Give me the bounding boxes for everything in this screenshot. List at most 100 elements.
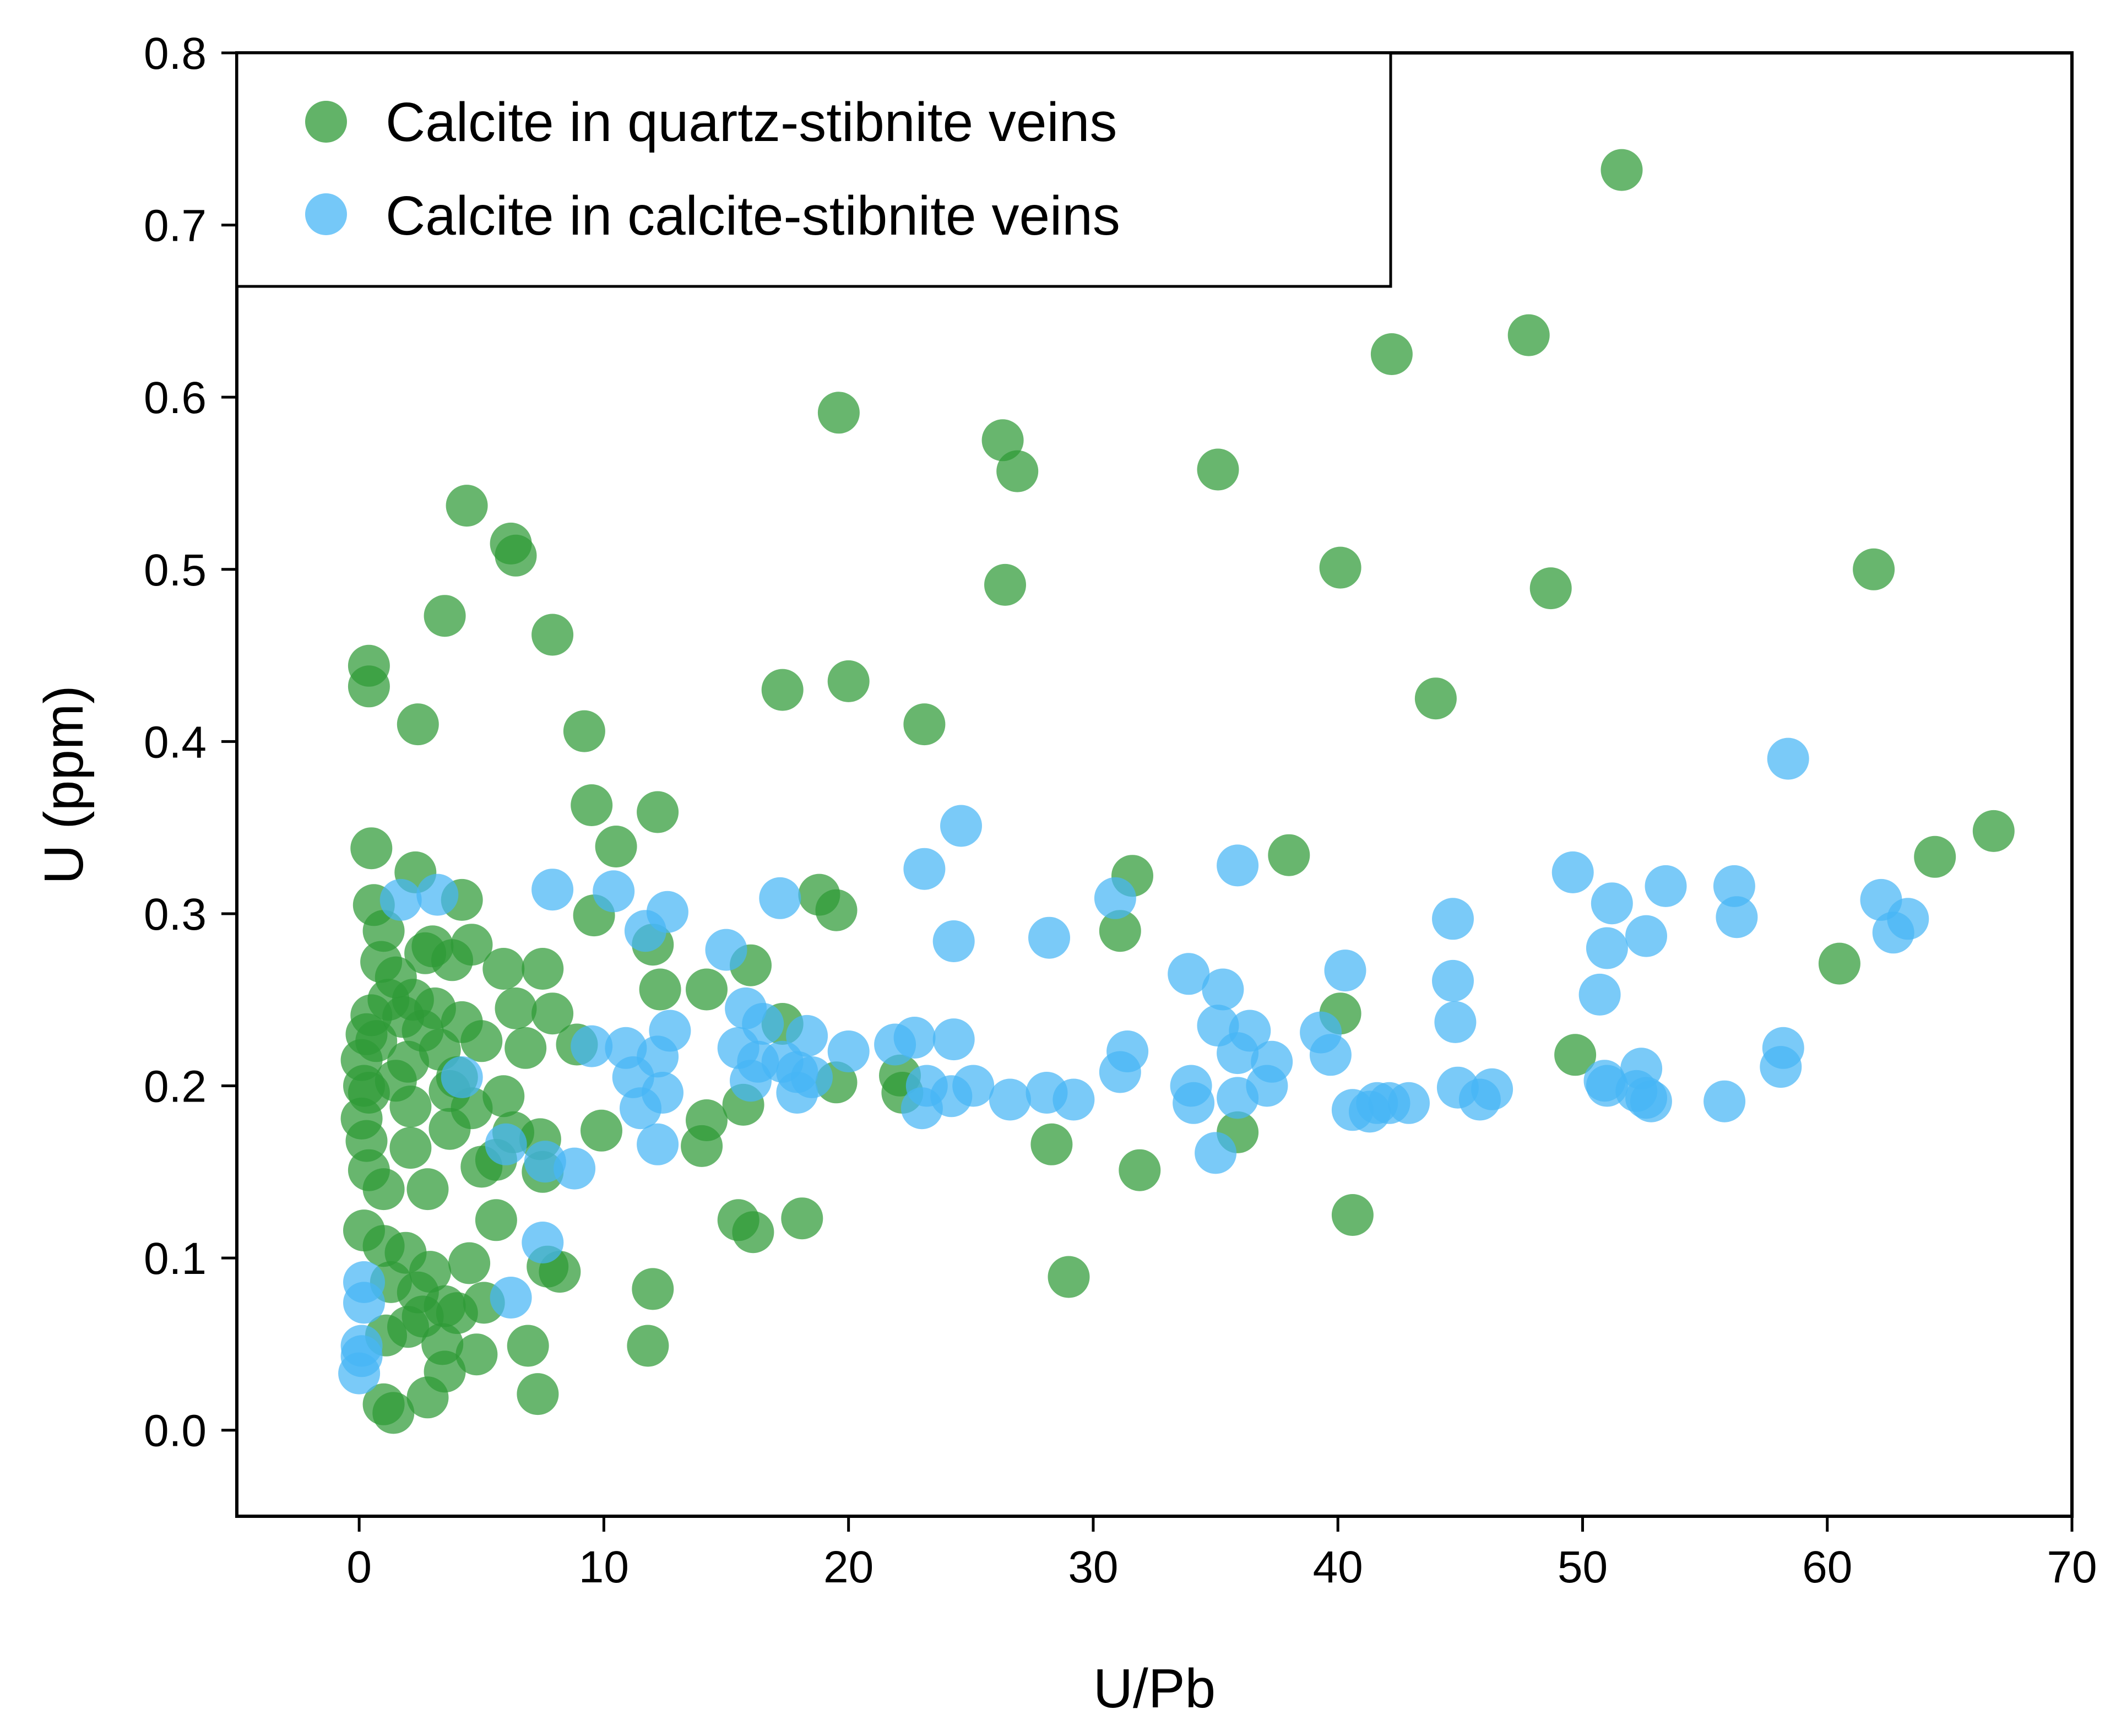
data-point xyxy=(1914,836,1956,878)
data-point xyxy=(1601,149,1643,191)
data-point xyxy=(522,948,564,990)
y-tick-label: 0.2 xyxy=(144,1062,207,1112)
data-point xyxy=(1713,865,1755,907)
data-point xyxy=(485,1123,527,1165)
data-point xyxy=(1030,1123,1073,1165)
data-point xyxy=(571,1025,613,1067)
data-point xyxy=(1052,1078,1095,1121)
data-point xyxy=(1094,877,1136,919)
data-point xyxy=(441,1056,483,1098)
data-point xyxy=(732,1211,774,1254)
data-point xyxy=(350,827,393,870)
data-point xyxy=(446,485,488,527)
data-point xyxy=(730,1060,772,1102)
data-point xyxy=(1760,1046,1802,1088)
data-point xyxy=(1099,910,1141,952)
data-point xyxy=(620,1087,661,1130)
data-point xyxy=(1268,834,1310,876)
data-point xyxy=(759,877,801,919)
legend-marker-calcite-stibnite xyxy=(305,193,347,235)
data-point xyxy=(1972,810,2015,852)
data-point xyxy=(1578,973,1621,1016)
data-point xyxy=(1818,942,1860,985)
data-point xyxy=(436,1292,478,1334)
data-point xyxy=(1331,1194,1374,1236)
data-point xyxy=(1195,1132,1237,1174)
data-point xyxy=(1716,896,1758,938)
data-point xyxy=(389,1086,432,1127)
data-point xyxy=(580,1109,622,1152)
data-point xyxy=(379,878,422,921)
data-point xyxy=(1370,333,1413,375)
data-point xyxy=(495,987,537,1029)
data-point xyxy=(1173,1082,1215,1124)
data-point xyxy=(1048,1256,1090,1298)
y-tick-label: 0.5 xyxy=(144,545,207,595)
data-point xyxy=(1217,844,1259,887)
data-point xyxy=(1028,916,1070,959)
data-point xyxy=(1168,953,1210,995)
data-point xyxy=(517,1373,559,1415)
data-point xyxy=(1349,1091,1391,1133)
data-point xyxy=(989,1078,1031,1121)
data-point xyxy=(817,392,860,434)
data-point xyxy=(627,1325,669,1367)
legend-label-calcite-stibnite: Calcite in calcite-stibnite veins xyxy=(386,185,1120,247)
data-point xyxy=(903,848,946,890)
data-point xyxy=(1872,912,1914,954)
data-point xyxy=(338,1352,381,1395)
data-point xyxy=(1434,1001,1477,1043)
y-tick-label: 0.1 xyxy=(144,1234,207,1284)
data-point xyxy=(531,614,574,656)
data-point xyxy=(1202,968,1244,1011)
data-point xyxy=(504,1027,547,1069)
data-point xyxy=(531,869,574,911)
data-point xyxy=(362,1168,405,1211)
data-point xyxy=(705,929,747,971)
y-tick-label: 0.7 xyxy=(144,201,207,251)
data-point xyxy=(681,1125,723,1167)
y-tick-label: 0.4 xyxy=(144,717,207,767)
data-point xyxy=(1703,1080,1746,1122)
data-point xyxy=(1586,927,1628,969)
data-point xyxy=(406,1168,449,1211)
y-tick-label: 0.0 xyxy=(144,1406,207,1456)
data-point xyxy=(460,1020,503,1062)
data-point xyxy=(776,1072,818,1114)
data-point xyxy=(1767,737,1809,780)
data-point xyxy=(475,1199,517,1241)
y-tick-label: 0.6 xyxy=(144,373,207,423)
data-point xyxy=(431,939,473,981)
x-tick-label: 70 xyxy=(2047,1542,2097,1592)
data-point xyxy=(507,1325,549,1367)
data-point xyxy=(827,1030,870,1072)
data-point xyxy=(827,660,870,702)
y-tick-label: 0.3 xyxy=(144,889,207,940)
data-point xyxy=(1217,1032,1259,1075)
data-point xyxy=(984,563,1026,606)
data-point xyxy=(348,665,390,708)
data-point xyxy=(1309,1034,1352,1076)
data-point xyxy=(406,1376,449,1419)
data-point xyxy=(932,1018,975,1061)
data-point xyxy=(1630,1080,1672,1122)
data-point xyxy=(1119,1149,1161,1191)
x-tick-label: 50 xyxy=(1558,1542,1608,1592)
x-tick-label: 0 xyxy=(346,1542,372,1592)
data-point xyxy=(1551,851,1594,893)
legend-label-quartz-stibnite: Calcite in quartz-stibnite veins xyxy=(386,91,1117,153)
data-point xyxy=(389,1127,432,1169)
data-point xyxy=(482,948,525,990)
data-point xyxy=(1319,546,1361,589)
data-point xyxy=(1853,548,1895,590)
data-point xyxy=(1217,1077,1259,1119)
data-point xyxy=(637,1123,679,1165)
data-point xyxy=(761,669,804,711)
data-point xyxy=(874,1023,916,1066)
data-point xyxy=(1583,1060,1626,1102)
data-point xyxy=(424,595,466,637)
data-point xyxy=(1507,314,1550,356)
data-point xyxy=(981,419,1024,462)
data-point xyxy=(1099,1051,1141,1093)
